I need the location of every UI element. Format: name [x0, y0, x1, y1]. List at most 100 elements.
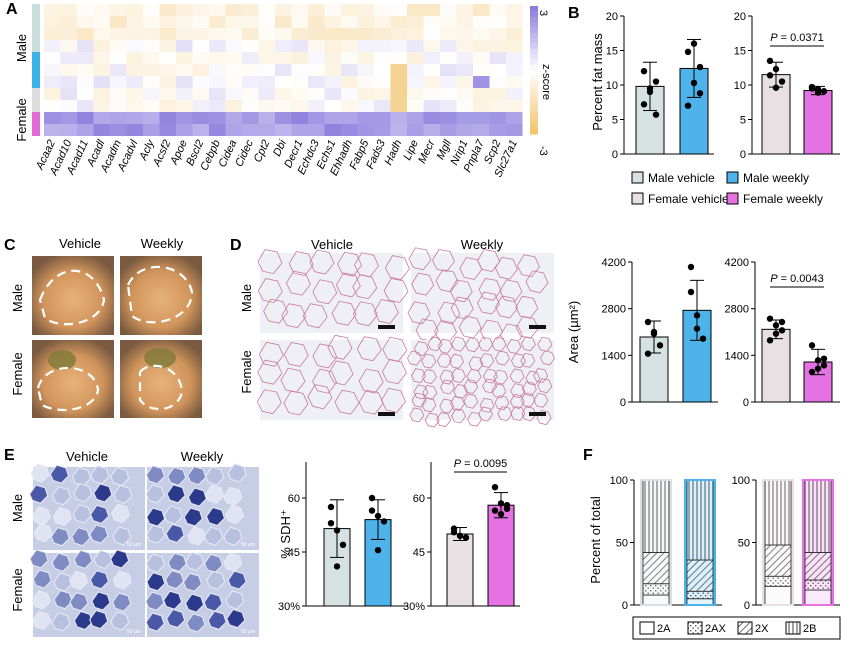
heatmap-cell [473, 88, 490, 100]
heatmap-cell [176, 100, 193, 112]
heatmap-cell [423, 76, 440, 88]
data-point [772, 330, 780, 337]
photo-panel-c: Vehicle Weekly Male Female [10, 236, 202, 418]
colorbar-step [530, 75, 538, 82]
heatmap-cell [506, 112, 523, 124]
muscle-fiber [89, 570, 110, 590]
data-point [380, 518, 388, 525]
heatmap-cell [308, 40, 325, 52]
heatmap-cell [176, 88, 193, 100]
data-point [687, 263, 695, 271]
y-tick-label: 0 [740, 149, 746, 161]
adipocyte-outline [479, 353, 495, 368]
heatmap-cell [44, 28, 61, 40]
scale-bar-label: 50 µm [127, 542, 141, 548]
data-point [808, 368, 816, 376]
photo-c-female-weekly [120, 340, 202, 418]
data-point [491, 507, 499, 514]
muscle-fiber [146, 507, 166, 527]
heatmap-cell [110, 76, 127, 88]
data-point [327, 520, 335, 527]
heatmap-cell [390, 124, 407, 136]
heatmap-cell [77, 112, 94, 124]
heatmap-cell [159, 4, 176, 16]
muscle-fiber [223, 526, 243, 546]
heatmap-cell [275, 40, 292, 52]
stack-segment [764, 585, 792, 606]
heatmap-cell [225, 40, 242, 52]
heatmap-cell [176, 40, 193, 52]
heatmap-cell [374, 52, 391, 64]
heatmap-cell [258, 76, 275, 88]
adipocyte-outline [439, 398, 455, 414]
data-point [766, 315, 774, 322]
data-point [368, 494, 376, 502]
muscle-fiber [223, 486, 243, 506]
adipocyte-outline [536, 410, 552, 425]
y-tick-label: 10 [606, 80, 618, 92]
heatmap-cell [176, 4, 193, 16]
heatmap-cell [506, 64, 523, 76]
heatmap-cell [506, 4, 523, 16]
adipocyte-outline [520, 336, 536, 352]
heatmap-cell [357, 16, 374, 28]
muscle-fiber [166, 608, 186, 629]
data-point [333, 563, 341, 570]
adipocyte-outline [436, 412, 452, 428]
heatmap-colorbar [530, 6, 538, 135]
heatmap-cell [44, 52, 61, 64]
stack-segment [804, 552, 832, 581]
legend-label: Male vehicle [648, 171, 715, 185]
heatmap-cell [242, 16, 259, 28]
stack-segment [764, 544, 792, 577]
muscle-fiber [203, 553, 224, 574]
heatmap-cell [324, 112, 341, 124]
adipocyte-outline [520, 352, 536, 368]
heatmap-cell [275, 76, 292, 88]
adipocyte-outline [499, 279, 523, 303]
colorbar-step [530, 112, 538, 119]
heatmap-cell [291, 40, 308, 52]
heatmap-group-strip [32, 64, 40, 76]
heatmap-cell [489, 100, 506, 112]
heatmap-cell [407, 4, 424, 16]
adipocyte-outline [482, 368, 498, 384]
photo-e-col-vehicle: Vehicle [66, 449, 108, 464]
scale-bar-label: 50 µm [127, 629, 141, 635]
heatmap-cell [489, 64, 506, 76]
legend-swatch [639, 621, 655, 635]
heatmap-cell [407, 100, 424, 112]
heatmap-cell [192, 64, 209, 76]
adipocyte-outline [283, 342, 309, 367]
adipocyte-outline [533, 368, 549, 383]
heatmap-cell [456, 4, 473, 16]
y-axis-label: Percent of total [588, 496, 603, 584]
heatmap-cell [456, 76, 473, 88]
heatmap-cell [440, 112, 457, 124]
heatmap-cell [159, 28, 176, 40]
adipocyte-outline [257, 278, 283, 304]
muscle-fiber [146, 572, 166, 592]
y-tick-label: 30% [403, 601, 425, 613]
heatmap-cell [258, 52, 275, 64]
heatmap-cell [291, 28, 308, 40]
y-axis-label: % SDH⁺ [278, 509, 293, 558]
heatmap-cell [143, 40, 160, 52]
legend-label: Female vehicle [648, 192, 729, 206]
p-value-label: P = 0.0043 [770, 273, 824, 285]
heatmap-cell [44, 4, 61, 16]
adipocyte-outline [331, 300, 357, 326]
heatmap-cell [291, 88, 308, 100]
adipocyte-outline [493, 369, 509, 385]
y-tick-label: 45 [288, 547, 300, 559]
heatmap-cell [275, 88, 292, 100]
heatmap-row-label-female: Female [14, 98, 29, 141]
heatmap-cell [192, 76, 209, 88]
heatmap-cell [407, 124, 424, 136]
adipocyte-outline [335, 272, 361, 298]
muscle-fiber [226, 608, 246, 629]
heatmap-cell [473, 100, 490, 112]
heatmap-cell [440, 28, 457, 40]
photo-c-col-vehicle: Vehicle [59, 236, 101, 251]
heatmap-cell [77, 40, 94, 52]
